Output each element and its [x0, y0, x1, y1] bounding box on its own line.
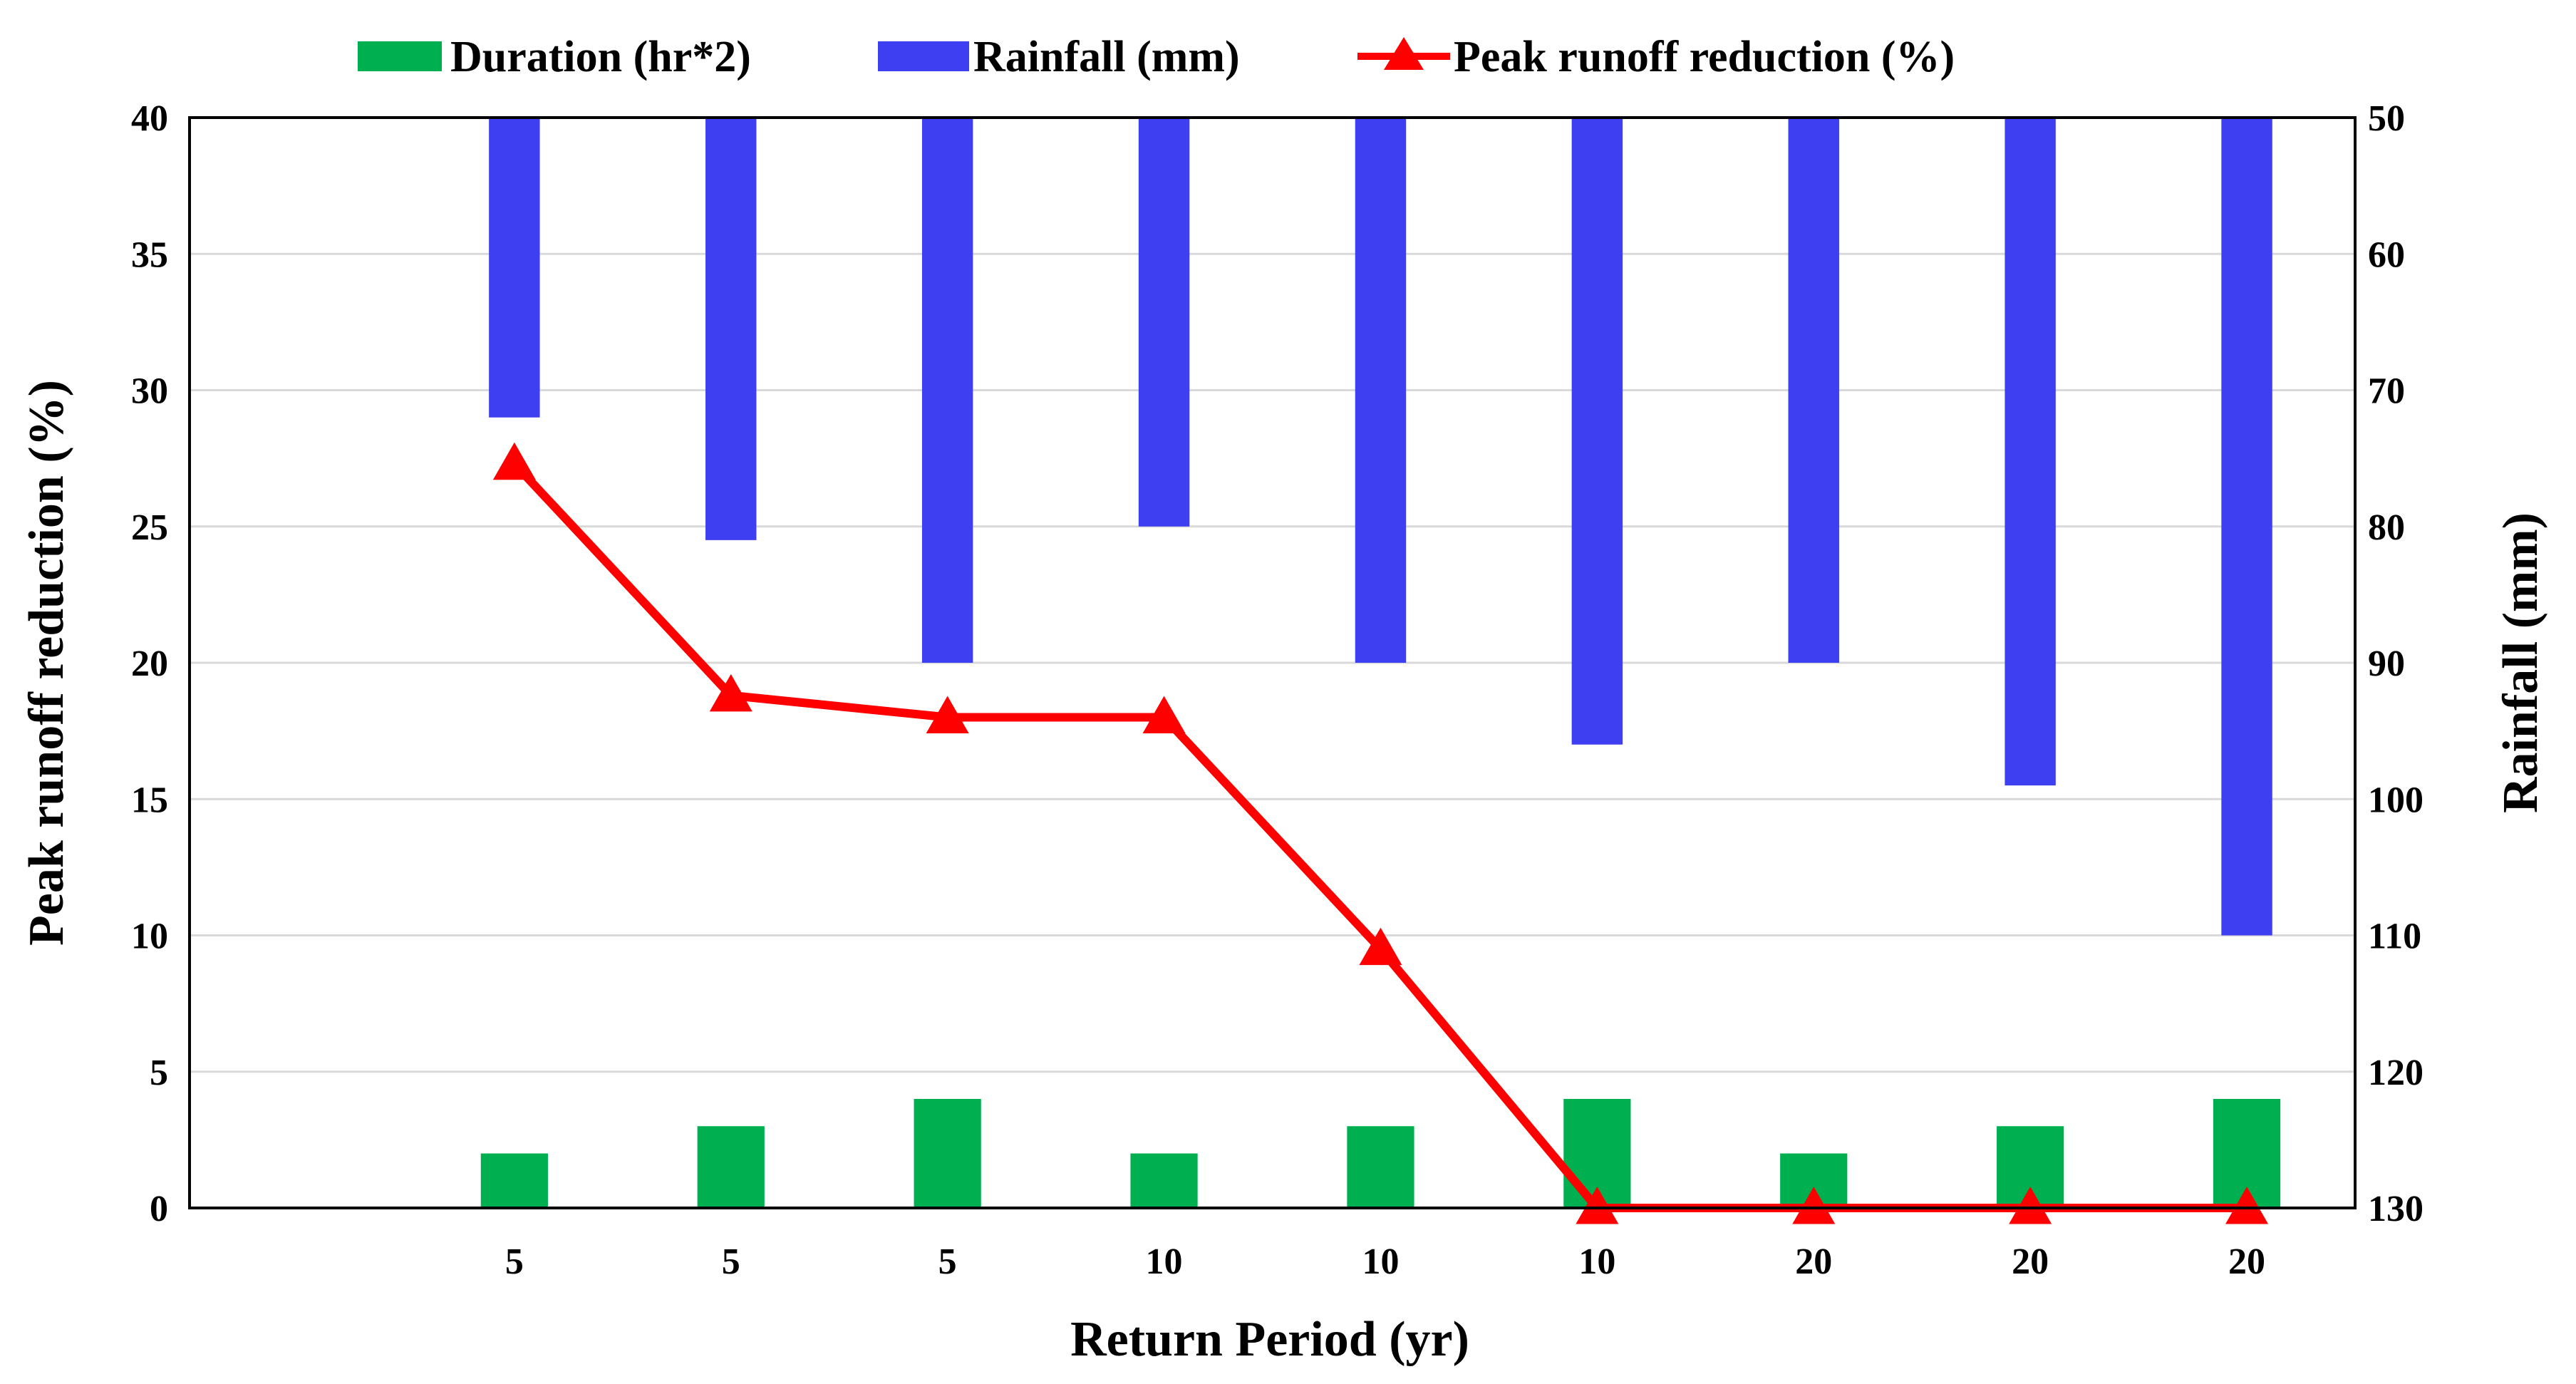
left-tick-label: 35 — [131, 234, 168, 275]
runoff-point-marker — [1576, 1187, 1619, 1224]
x-tick-label: 5 — [938, 1241, 957, 1282]
x-tick-label: 20 — [2228, 1241, 2265, 1282]
right-tick-label: 50 — [2368, 98, 2405, 139]
rainfall-bar — [1788, 118, 1839, 663]
right-axis-ticks: 50 60 70 80 90 100 110 120 130 — [2368, 98, 2424, 1229]
runoff-point-marker — [926, 696, 969, 733]
right-tick-label: 70 — [2368, 371, 2405, 412]
legend-label-rainfall: Rainfall (mm) — [973, 33, 1240, 81]
x-tick-label: 20 — [2012, 1241, 2049, 1282]
rainfall-bar — [489, 118, 540, 418]
gridlines — [190, 252, 2355, 1073]
x-tick-label: 5 — [722, 1241, 740, 1282]
right-tick-label: 100 — [2368, 780, 2424, 820]
left-tick-label: 30 — [131, 371, 168, 412]
left-tick-label: 5 — [150, 1053, 168, 1093]
runoff-point-marker — [1359, 927, 1402, 966]
right-axis-title: Rainfall (mm) — [2493, 512, 2548, 813]
rainfall-bar — [921, 118, 973, 663]
x-axis-title: Return Period (yr) — [1070, 1312, 1469, 1367]
runoff-point-marker — [1142, 696, 1186, 733]
left-tick-label: 0 — [150, 1189, 168, 1229]
right-tick-label: 120 — [2368, 1053, 2424, 1093]
left-tick-label: 15 — [131, 780, 168, 820]
rainfall-bars — [489, 118, 2272, 936]
duration-bar — [480, 1153, 548, 1208]
left-tick-label: 10 — [131, 916, 168, 957]
legend-swatch-duration — [358, 41, 442, 71]
right-tick-label: 90 — [2368, 644, 2405, 684]
runoff-point-marker — [1792, 1187, 1836, 1224]
left-axis-title: Peak runoff reduction (%) — [19, 380, 74, 946]
x-axis-ticks: 5 5 5 10 10 10 20 20 20 — [505, 1241, 2265, 1282]
rainfall-bar — [1355, 118, 1407, 663]
duration-bars — [480, 1099, 2281, 1208]
x-tick-label: 20 — [1795, 1241, 1832, 1282]
plot-frame — [188, 116, 2357, 1209]
rainfall-bar — [705, 118, 757, 540]
legend: Duration (hr*2) Rainfall (mm) Peak runof… — [358, 33, 1955, 81]
runoff-point-marker — [2009, 1187, 2052, 1224]
duration-bar — [697, 1126, 765, 1208]
right-tick-label: 80 — [2368, 507, 2405, 548]
runoff-point-marker — [709, 673, 752, 712]
x-tick-label: 10 — [1362, 1241, 1399, 1282]
rainfall-bar — [2221, 118, 2272, 936]
rainfall-bar — [1138, 118, 1190, 527]
left-axis-ticks: 0 5 10 15 20 25 30 35 40 — [131, 98, 168, 1229]
left-tick-label: 25 — [131, 507, 168, 548]
right-tick-label: 110 — [2368, 916, 2421, 957]
runoff-point-marker — [492, 442, 536, 480]
legend-label-duration: Duration (hr*2) — [450, 33, 751, 81]
x-tick-label: 10 — [1578, 1241, 1615, 1282]
runoff-point-marker — [2225, 1187, 2269, 1224]
legend-swatch-rainfall — [878, 41, 969, 71]
left-tick-label: 20 — [131, 644, 168, 684]
duration-bar — [1130, 1153, 1198, 1208]
x-tick-label: 10 — [1146, 1241, 1183, 1282]
right-tick-label: 60 — [2368, 234, 2405, 275]
legend-marker-runoff — [1384, 37, 1424, 70]
left-tick-label: 40 — [131, 98, 168, 139]
rainfall-bar — [1571, 118, 1623, 745]
rainfall-bar — [2005, 118, 2056, 786]
duration-bar — [914, 1099, 981, 1208]
duration-bar — [1347, 1126, 1414, 1208]
legend-label-runoff: Peak runoff reduction (%) — [1454, 33, 1955, 81]
right-tick-label: 130 — [2368, 1189, 2424, 1229]
x-tick-label: 5 — [505, 1241, 524, 1282]
